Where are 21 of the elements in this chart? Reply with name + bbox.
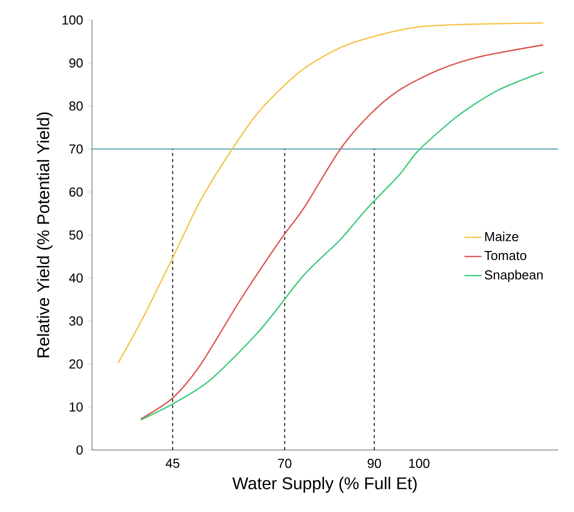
line-series [117,22,544,364]
x-tick-label: 90 [368,458,382,468]
legend-label: Tomato [484,251,526,260]
legend-label: Maize [485,232,518,242]
y-tick-label: 100 [62,15,83,25]
y-tick-label: 30 [69,316,83,326]
y-tick-label: 40 [69,273,83,283]
y-tick-label: 20 [69,359,83,369]
legend-label: Snapbean [484,270,543,282]
y-tick-label: 50 [69,230,83,240]
y-tick-label: 10 [70,402,83,412]
y-tick-label: 0 [76,445,83,455]
y-tick-label: 60 [69,187,83,197]
x-tick-label: 100 [409,458,430,468]
y-tick-label: 90 [69,58,83,68]
y-axis-title: Relative Yield (% Potential Yield) [36,112,53,358]
y-tick-label: 70 [69,144,83,154]
y-tick-label: 80 [69,101,83,111]
x-tick-label: 70 [278,458,292,468]
x-axis-title: Water Supply (% Full Et) [232,476,417,493]
x-tick-label: 45 [166,458,180,468]
